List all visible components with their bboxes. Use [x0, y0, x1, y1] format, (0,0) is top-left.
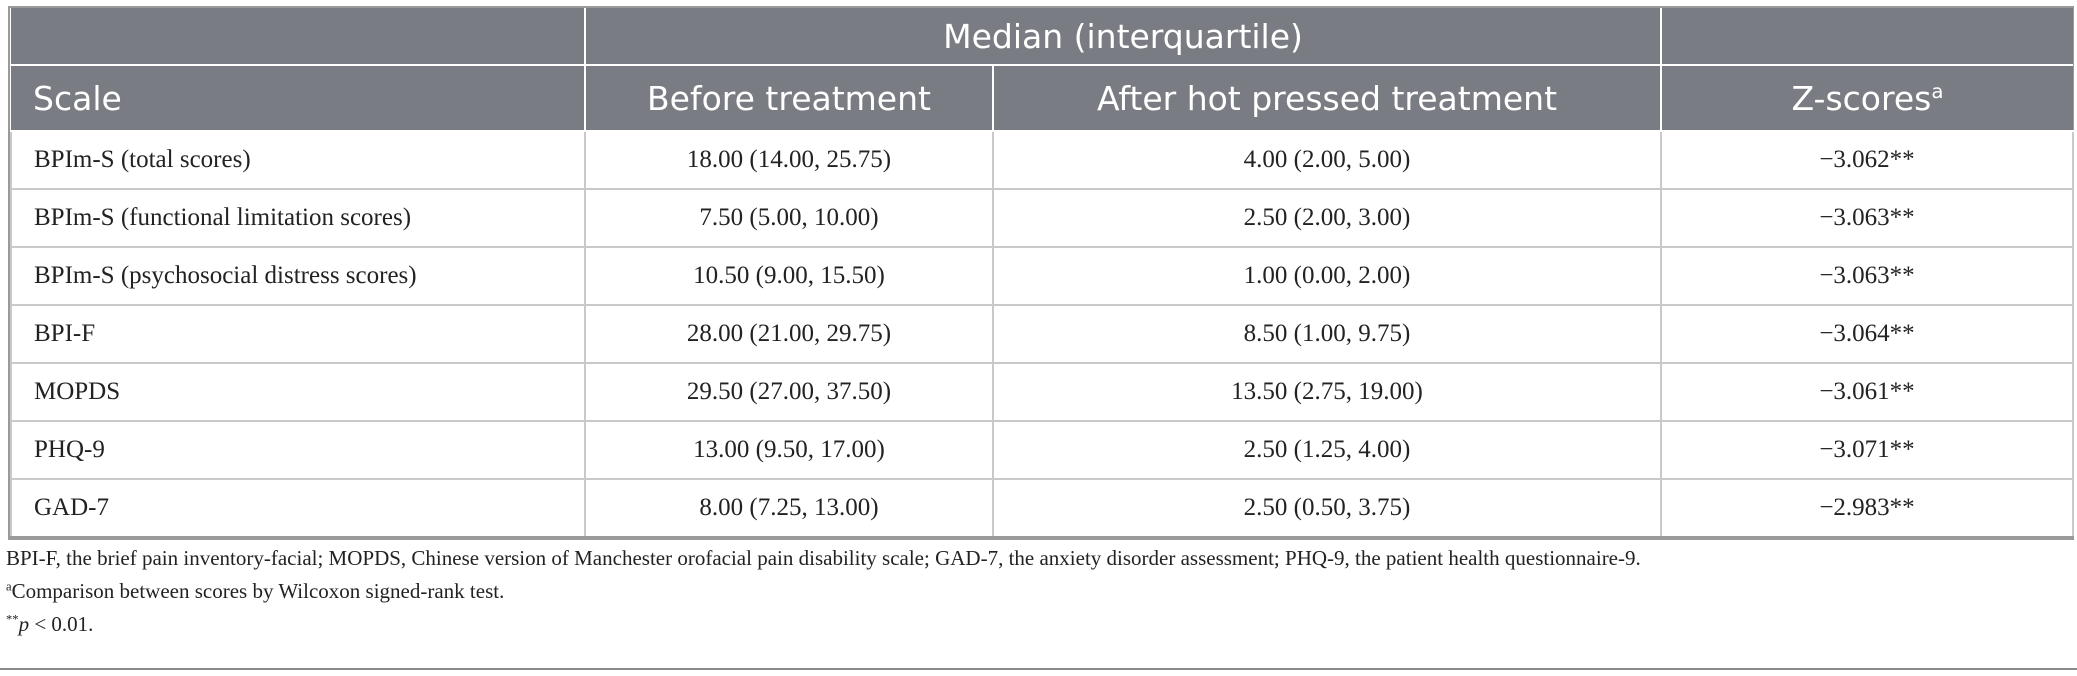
- group-header-empty-right: [1660, 8, 2073, 66]
- footnote-p: **p < 0.01.: [6, 608, 2072, 641]
- col-header-after: After hot pressed treatment: [992, 65, 1662, 132]
- data-table: Median (interquartile) Scale Before trea…: [8, 6, 2074, 540]
- cell-before: 28.00 (21.00, 29.75): [584, 304, 994, 364]
- footnote-a: aComparison between scores by Wilcoxon s…: [6, 575, 2072, 608]
- cell-scale: MOPDS: [10, 362, 586, 422]
- table-row: BPIm-S (psychosocial distress scores) 10…: [10, 246, 2074, 306]
- group-header-median: Median (interquartile): [584, 8, 1662, 66]
- footnote-p-text: < 0.01.: [29, 612, 94, 636]
- column-header-row: Scale Before treatment After hot pressed…: [11, 65, 2073, 132]
- table-row: BPIm-S (total scores) 18.00 (14.00, 25.7…: [10, 130, 2074, 190]
- footnote-p-sup: **: [6, 612, 19, 627]
- cell-after: 2.50 (2.00, 3.00): [992, 188, 1662, 248]
- cell-after: 1.00 (0.00, 2.00): [992, 246, 1662, 306]
- cell-before: 8.00 (7.25, 13.00): [584, 478, 994, 538]
- group-header-row: Median (interquartile): [11, 8, 2073, 66]
- table-row: GAD-7 8.00 (7.25, 13.00) 2.50 (0.50, 3.7…: [10, 478, 2074, 538]
- cell-after: 2.50 (1.25, 4.00): [992, 420, 1662, 480]
- cell-scale: GAD-7: [10, 478, 586, 538]
- cell-zscore: −3.071**: [1660, 420, 2074, 480]
- cell-before: 18.00 (14.00, 25.75): [584, 130, 994, 190]
- footnote-p-var: p: [18, 612, 30, 636]
- cell-scale: PHQ-9: [10, 420, 586, 480]
- results-table: Median (interquartile) Scale Before trea…: [10, 8, 2074, 538]
- cell-after: 4.00 (2.00, 5.00): [992, 130, 1662, 190]
- footnote-a-text: Comparison between scores by Wilcoxon si…: [11, 579, 505, 603]
- cell-scale: BPIm-S (functional limitation scores): [10, 188, 586, 248]
- table-footnotes: BPI-F, the brief pain inventory-facial; …: [6, 542, 2072, 641]
- cell-scale: BPI-F: [10, 304, 586, 364]
- cell-before: 10.50 (9.00, 15.50): [584, 246, 994, 306]
- cell-before: 7.50 (5.00, 10.00): [584, 188, 994, 248]
- cell-zscore: −3.061**: [1660, 362, 2074, 422]
- cell-after: 8.50 (1.00, 9.75): [992, 304, 1662, 364]
- cell-after: 2.50 (0.50, 3.75): [992, 478, 1662, 538]
- footnote-a-sup: a: [6, 579, 12, 594]
- cell-zscore: −3.064**: [1660, 304, 2074, 364]
- table-row: BPIm-S (functional limitation scores) 7.…: [10, 188, 2074, 248]
- footnote-abbreviations: BPI-F, the brief pain inventory-facial; …: [6, 546, 1641, 570]
- cell-zscore: −3.062**: [1660, 130, 2074, 190]
- col-header-scale: Scale: [11, 65, 586, 132]
- cell-zscore: −2.983**: [1660, 478, 2074, 538]
- col-header-zscores-label: Z-scores: [1791, 78, 1932, 118]
- cell-after: 13.50 (2.75, 19.00): [992, 362, 1662, 422]
- cell-zscore: −3.063**: [1660, 246, 2074, 306]
- table-row: MOPDS 29.50 (27.00, 37.50) 13.50 (2.75, …: [10, 362, 2074, 422]
- cell-before: 29.50 (27.00, 37.50): [584, 362, 994, 422]
- footnote-a-marker: a: [1931, 79, 1944, 103]
- group-header-empty-left: [11, 8, 586, 66]
- bottom-rule: [0, 668, 2077, 670]
- cell-before: 13.00 (9.50, 17.00): [584, 420, 994, 480]
- cell-scale: BPIm-S (psychosocial distress scores): [10, 246, 586, 306]
- cell-scale: BPIm-S (total scores): [10, 130, 586, 190]
- table-row: PHQ-9 13.00 (9.50, 17.00) 2.50 (1.25, 4.…: [10, 420, 2074, 480]
- col-header-zscores: Z-scoresa: [1660, 65, 2073, 132]
- table-row: BPI-F 28.00 (21.00, 29.75) 8.50 (1.00, 9…: [10, 304, 2074, 364]
- cell-zscore: −3.063**: [1660, 188, 2074, 248]
- col-header-before: Before treatment: [584, 65, 994, 132]
